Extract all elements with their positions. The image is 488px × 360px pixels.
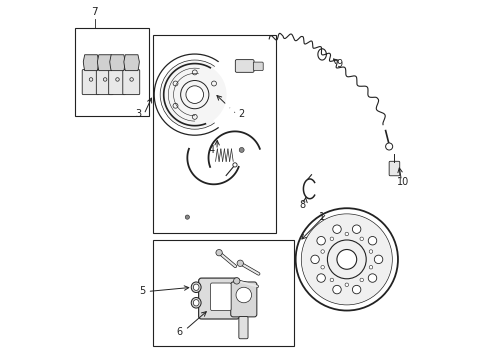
Circle shape [345, 283, 348, 287]
Circle shape [232, 163, 237, 167]
Polygon shape [123, 55, 139, 71]
Circle shape [185, 86, 203, 103]
FancyBboxPatch shape [238, 316, 247, 339]
Circle shape [332, 285, 341, 294]
Circle shape [359, 278, 363, 282]
Ellipse shape [191, 297, 201, 308]
Bar [152, 35, 276, 233]
Circle shape [359, 237, 363, 240]
Circle shape [233, 278, 240, 284]
Text: 7: 7 [91, 8, 98, 17]
Polygon shape [97, 55, 113, 71]
FancyBboxPatch shape [388, 161, 399, 176]
Circle shape [368, 265, 372, 269]
Text: 4: 4 [208, 145, 215, 155]
Bar [152, 240, 293, 346]
Circle shape [316, 237, 325, 245]
Circle shape [161, 61, 228, 128]
FancyBboxPatch shape [198, 278, 239, 319]
Text: 10: 10 [396, 177, 408, 187]
Circle shape [310, 255, 319, 264]
Text: 9: 9 [336, 59, 342, 68]
FancyBboxPatch shape [122, 69, 140, 95]
FancyBboxPatch shape [253, 62, 263, 71]
Circle shape [239, 148, 244, 152]
Circle shape [316, 274, 325, 282]
Circle shape [345, 232, 348, 236]
FancyBboxPatch shape [82, 69, 99, 95]
Circle shape [332, 225, 341, 233]
FancyBboxPatch shape [235, 60, 253, 72]
Circle shape [320, 250, 324, 253]
Circle shape [237, 260, 243, 266]
Circle shape [367, 274, 376, 282]
Circle shape [329, 278, 333, 282]
Text: 6: 6 [176, 327, 183, 337]
Polygon shape [83, 55, 99, 71]
Circle shape [320, 265, 324, 269]
Bar [75, 28, 149, 117]
Circle shape [374, 255, 382, 264]
Circle shape [302, 215, 391, 304]
Polygon shape [109, 55, 125, 71]
FancyBboxPatch shape [108, 69, 125, 95]
Text: 8: 8 [299, 200, 305, 210]
Circle shape [216, 249, 222, 256]
Circle shape [352, 225, 360, 233]
Ellipse shape [193, 300, 199, 306]
Circle shape [368, 250, 372, 253]
Ellipse shape [193, 284, 199, 291]
Circle shape [336, 249, 356, 269]
FancyBboxPatch shape [210, 283, 231, 311]
Text: 5: 5 [139, 287, 145, 297]
Ellipse shape [191, 282, 201, 293]
Text: 3: 3 [135, 109, 142, 120]
Circle shape [329, 237, 333, 240]
Circle shape [352, 285, 360, 294]
Circle shape [367, 237, 376, 245]
FancyBboxPatch shape [230, 282, 256, 317]
Circle shape [236, 287, 251, 303]
FancyBboxPatch shape [96, 69, 113, 95]
Text: 1: 1 [318, 212, 325, 222]
Circle shape [385, 143, 392, 150]
Circle shape [185, 215, 189, 219]
Text: 2: 2 [238, 109, 244, 120]
